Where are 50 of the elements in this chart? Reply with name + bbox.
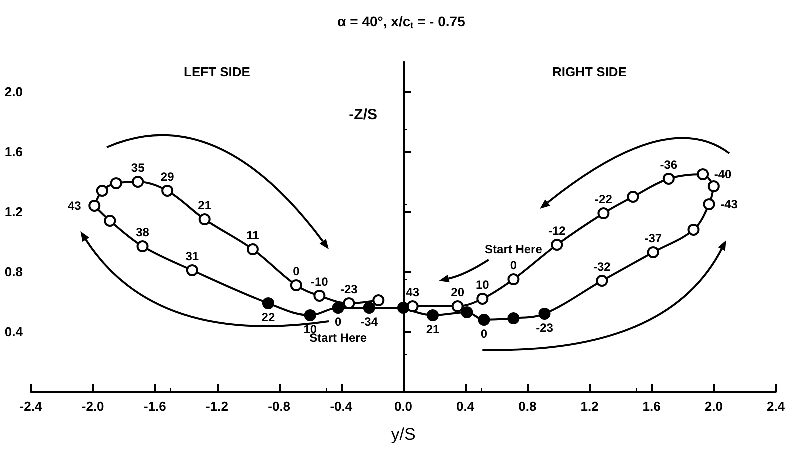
x-tick-label: -1.2	[206, 399, 228, 414]
annotation: -23	[536, 321, 554, 335]
y-tick-label: 0.4	[4, 324, 24, 340]
annotation: 29	[160, 170, 175, 184]
annotation: -22	[595, 192, 613, 206]
annotation: 22	[262, 310, 276, 324]
annotation: 43	[68, 199, 82, 213]
x-tick-label: 0.4	[456, 399, 476, 414]
annotation: 21	[426, 322, 440, 336]
annotation: 10	[476, 278, 490, 292]
annotation: 0	[293, 264, 300, 278]
x-tick-label: 0.0	[394, 399, 413, 414]
annotation: 11	[246, 228, 260, 242]
x-tick-label: -2.4	[20, 399, 43, 414]
annotation: -32	[593, 260, 612, 274]
annotation: -40	[714, 168, 732, 182]
x-tick-label: -2.0	[82, 399, 104, 414]
x-tick-label: -0.8	[268, 399, 291, 414]
x-tick-label: 0.8	[518, 399, 537, 414]
x-tick-label: 2.4	[766, 399, 786, 414]
annotation: RIGHT SIDE	[552, 64, 628, 80]
annotation: 0	[334, 315, 342, 329]
annotation: -43	[720, 198, 738, 212]
annotation: -10	[311, 275, 329, 289]
annotation: LEFT SIDE	[184, 64, 251, 80]
x-tick-label: -0.4	[330, 399, 354, 414]
annotation: -37	[644, 232, 662, 246]
annotation: 0	[480, 327, 488, 341]
annotation: 38	[136, 226, 150, 240]
annotation: Start Here	[485, 242, 543, 256]
y-tick-label: 1.6	[4, 144, 23, 160]
annotation: -23	[340, 282, 358, 296]
y-tick-label: 0.8	[4, 264, 23, 280]
x-tick-label: 1.6	[642, 399, 661, 414]
annotation: 0	[510, 258, 518, 272]
annotation: -36	[660, 158, 678, 172]
annotation: 43	[406, 286, 420, 300]
annotation: -34	[360, 315, 378, 329]
y-axis-title: -Z/S	[349, 106, 378, 124]
annotation: 21	[198, 198, 212, 212]
x-axis-title: y/S	[391, 425, 416, 444]
annotation: 35	[131, 161, 146, 175]
x-tick-label: 2.0	[704, 399, 723, 414]
annotation: -12	[548, 224, 566, 238]
annotation: 31	[186, 250, 200, 264]
y-tick-label: 2.0	[4, 84, 23, 100]
annotation: 20	[451, 286, 465, 300]
x-tick-label: 1.2	[580, 399, 599, 414]
y-tick-label: 1.2	[4, 204, 23, 220]
x-tick-label: -1.6	[144, 399, 166, 414]
